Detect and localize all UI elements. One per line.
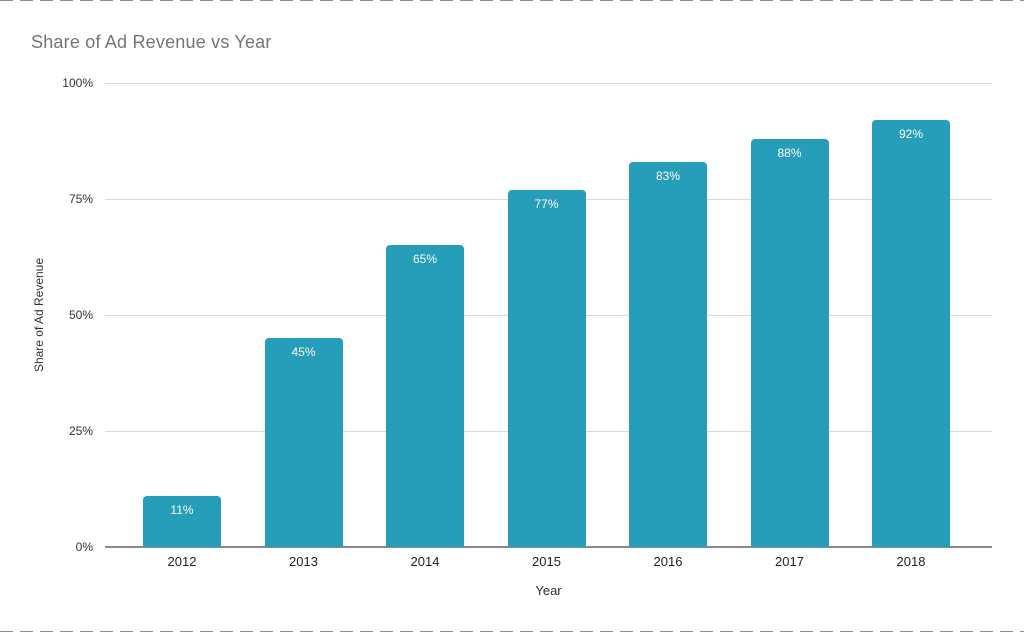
y-tick-label-75%: 75% (68, 192, 93, 206)
bar-value-label-2014: 65% (412, 252, 438, 267)
bar-2013[interactable]: 45% (264, 338, 343, 547)
bar-value-label-2016: 83% (655, 168, 681, 183)
bar-value-label-2017: 88% (777, 145, 802, 160)
bar-value-label-2018: 92% (898, 127, 924, 142)
y-tick-label-0%: 0% (75, 540, 93, 554)
x-tick-label-2013: 2013 (289, 554, 318, 569)
x-tick-label-2015: 2015 (532, 554, 561, 569)
bar-value-label-2013: 45% (291, 345, 316, 360)
bar-value-label-2012: 11% (170, 502, 194, 517)
bar-2012[interactable]: 11% (143, 495, 221, 547)
gridline-100% (105, 83, 992, 84)
bar-2014[interactable]: 65% (386, 245, 464, 547)
y-tick-label-100%: 100% (62, 76, 93, 90)
x-tick-label-2014: 2014 (410, 554, 440, 569)
x-tick-label-2016: 2016 (653, 554, 683, 569)
x-tick-label-2017: 2017 (775, 554, 804, 569)
gridline-0% (105, 546, 992, 548)
selection-border-top (0, 0, 1024, 1)
x-tick-label-2018: 2018 (896, 554, 926, 569)
chart-title: Share of Ad Revenue vs Year (31, 32, 272, 52)
bar-2018[interactable]: 92% (872, 120, 950, 547)
bar-2016[interactable]: 83% (629, 161, 707, 547)
bar-2015[interactable]: 77% (507, 189, 586, 547)
bar-2017[interactable]: 88% (750, 138, 829, 547)
bar-value-label-2015: 77% (534, 196, 559, 211)
x-tick-label-2012: 2012 (167, 554, 197, 569)
x-axis-title: Year (535, 583, 562, 598)
plot-area: 11% 45% 65% 77% 83% 88% 92% (105, 83, 992, 548)
y-tick-label-50%: 50% (68, 308, 93, 322)
y-tick-label-25%: 25% (68, 424, 93, 438)
